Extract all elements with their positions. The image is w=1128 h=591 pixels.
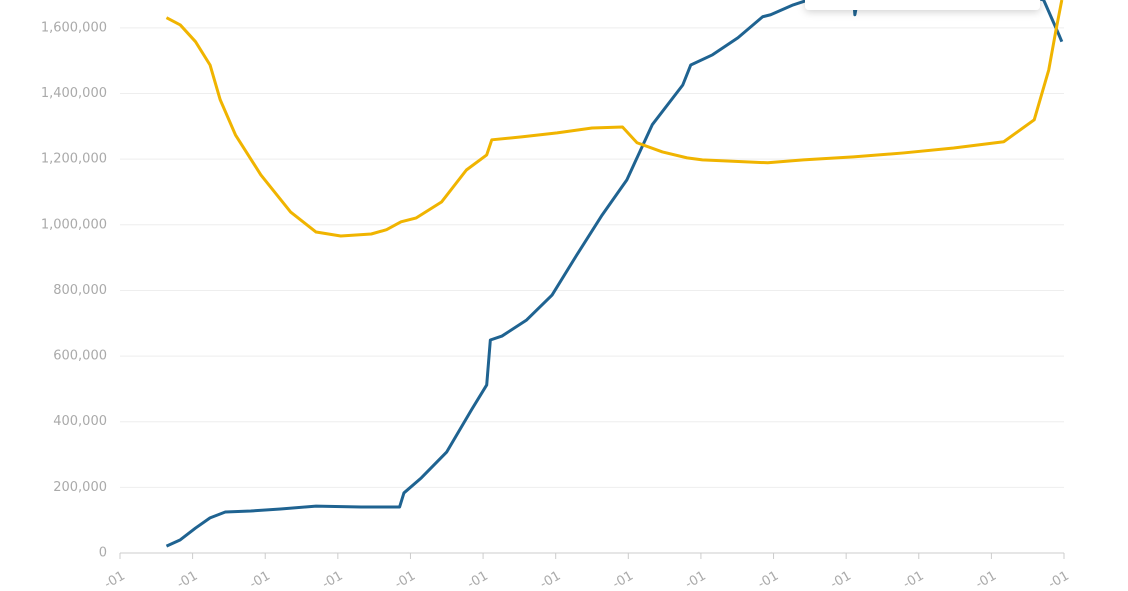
y-tick-label: 1,400,000 [41, 86, 107, 101]
y-tick-label: 1,600,000 [41, 20, 107, 35]
y-tick-label: 800,000 [53, 283, 107, 298]
x-tick-label: -01 [102, 569, 128, 591]
x-tick-label: -01 [610, 569, 636, 591]
y-tick-label: 0 [99, 546, 107, 561]
x-tick-label: -01 [465, 569, 491, 591]
x-tick-label: -01 [1046, 569, 1072, 591]
plot: 0 200,000 400,000 600,000 800,000 1,000,000 1,… [41, 0, 1072, 591]
y-tick-label: 1,000,000 [41, 217, 107, 232]
x-tick-label: -01 [755, 569, 781, 591]
y-tick-label: 400,000 [53, 414, 107, 429]
y-tick-label: 1,200,000 [41, 152, 107, 167]
x-tick-label: -01 [538, 569, 564, 591]
x-tick-label: -01 [828, 569, 854, 591]
x-tick-label: -01 [320, 569, 346, 591]
y-tick-label: 200,000 [53, 480, 107, 495]
tooltip [805, 0, 1040, 10]
series-line [165, 0, 1064, 238]
x-tick-label: -01 [174, 569, 200, 591]
x-tick-label: -01 [683, 569, 709, 591]
x-tick-label: -01 [247, 569, 273, 591]
x-tick-label: -01 [901, 569, 927, 591]
y-tick-label: 600,000 [53, 349, 107, 364]
x-tick-label: -01 [392, 569, 418, 591]
x-tick-label: -01 [973, 569, 999, 591]
series-line [165, 0, 1064, 548]
